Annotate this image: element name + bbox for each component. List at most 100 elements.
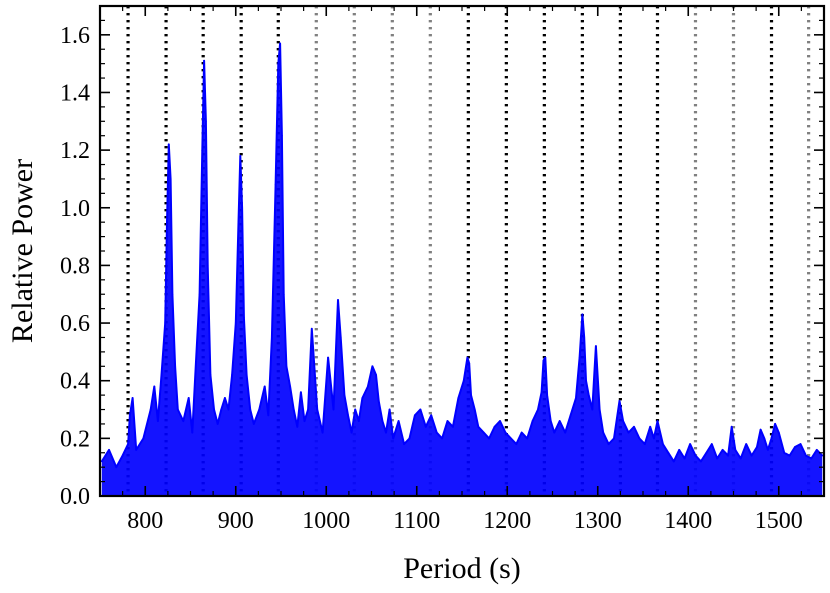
- y-tick-label-7: 1.4: [60, 80, 90, 106]
- power-point-77: [381, 420, 384, 422]
- power-point-4: [127, 443, 129, 446]
- power-point-82: [403, 443, 405, 446]
- power-point-112: [544, 356, 547, 359]
- power-point-155: [739, 457, 742, 460]
- power-point-76: [377, 399, 380, 402]
- power-point-96: [470, 394, 472, 397]
- power-point-69: [350, 431, 353, 434]
- power-point-154: [734, 448, 737, 451]
- power-point-137: [649, 425, 652, 428]
- power-point-0: [100, 460, 103, 463]
- power-point-128: [602, 431, 605, 434]
- power-point-127: [598, 408, 601, 411]
- power-point-28: [206, 264, 209, 267]
- power-point-86: [424, 425, 427, 428]
- power-series-fill-0: [101, 43, 823, 496]
- power-point-103: [504, 431, 507, 434]
- power-point-52: [282, 293, 285, 296]
- y-tick-labels: 0.0 0.2 0.4 0.6 0.8 1.0 1.2 1.4 1.6: [60, 23, 90, 510]
- power-point-47: [271, 336, 273, 339]
- power-point-57: [300, 391, 302, 394]
- power-point-134: [633, 425, 635, 428]
- power-point-14: [166, 221, 168, 224]
- power-point-151: [721, 448, 724, 451]
- power-point-104: [509, 437, 512, 440]
- x-tick-labels: 800 900 1000 1100 1200 1300 1400 1500: [127, 508, 803, 534]
- power-point-75: [375, 374, 377, 376]
- power-point-135: [638, 437, 641, 440]
- power-point-98: [477, 425, 480, 428]
- x-tick-label-1: 900: [218, 508, 254, 534]
- power-point-9: [149, 408, 152, 411]
- power-point-63: [327, 356, 329, 359]
- power-point-92: [457, 397, 460, 399]
- power-point-37: [237, 221, 240, 224]
- power-point-161: [766, 448, 769, 451]
- power-point-42: [249, 408, 252, 411]
- power-point-169: [805, 454, 807, 457]
- power-point-2: [115, 466, 118, 469]
- power-point-38: [239, 154, 242, 157]
- power-point-67: [343, 394, 346, 397]
- power-point-105: [515, 443, 518, 446]
- power-point-56: [296, 425, 299, 428]
- power-point-46: [267, 414, 270, 417]
- power-point-58: [303, 420, 306, 422]
- power-point-85: [419, 408, 422, 411]
- power-point-131: [618, 399, 621, 402]
- power-point-87: [430, 414, 433, 417]
- power-point-1: [108, 448, 110, 451]
- power-point-49: [277, 62, 280, 65]
- power-point-166: [788, 454, 791, 457]
- power-point-162: [770, 437, 773, 440]
- power-point-150: [716, 457, 719, 460]
- power-point-156: [745, 443, 748, 446]
- power-point-62: [321, 431, 324, 434]
- power-point-142: [672, 460, 675, 463]
- power-point-31: [216, 423, 219, 425]
- power-point-140: [662, 443, 664, 446]
- y-tick-label-4: 0.8: [60, 253, 90, 279]
- power-point-167: [794, 446, 796, 448]
- power-point-25: [201, 149, 204, 152]
- power-point-124: [587, 394, 590, 397]
- power-point-133: [627, 431, 630, 434]
- x-tick-label-3: 1100: [393, 508, 440, 534]
- power-point-88: [435, 431, 438, 434]
- power-point-110: [540, 391, 543, 394]
- x-tick-label-0: 800: [127, 508, 163, 534]
- power-point-20: [182, 420, 185, 422]
- power-point-44: [258, 408, 261, 411]
- power-point-138: [652, 437, 655, 440]
- power-point-143: [678, 448, 681, 451]
- power-point-129: [607, 443, 610, 446]
- power-point-119: [575, 397, 577, 399]
- x-tick-label-4: 1200: [483, 508, 531, 534]
- power-point-89: [441, 437, 443, 440]
- x-tick-label-7: 1500: [755, 508, 803, 534]
- y-tick-label-1: 0.2: [60, 426, 90, 452]
- y-axis-label: Relative Power: [6, 159, 39, 343]
- power-point-16: [169, 178, 172, 180]
- power-point-164: [777, 431, 780, 434]
- power-point-53: [285, 365, 288, 368]
- power-point-130: [613, 437, 615, 440]
- power-point-108: [531, 420, 534, 422]
- power-point-91: [452, 425, 454, 428]
- power-point-111: [542, 359, 545, 362]
- power-point-90: [446, 420, 449, 422]
- power-point-12: [160, 374, 163, 376]
- power-point-120: [578, 356, 581, 359]
- power-point-123: [585, 379, 587, 382]
- power-point-13: [164, 322, 167, 324]
- power-point-6: [131, 397, 134, 399]
- power-point-71: [357, 420, 360, 422]
- y-tick-label-2: 0.4: [60, 369, 90, 395]
- power-point-60: [310, 327, 313, 330]
- power-point-141: [667, 451, 670, 454]
- power-point-24: [198, 293, 201, 296]
- power-point-125: [591, 408, 594, 411]
- power-point-15: [167, 143, 170, 146]
- axis-ticks: [100, 6, 824, 497]
